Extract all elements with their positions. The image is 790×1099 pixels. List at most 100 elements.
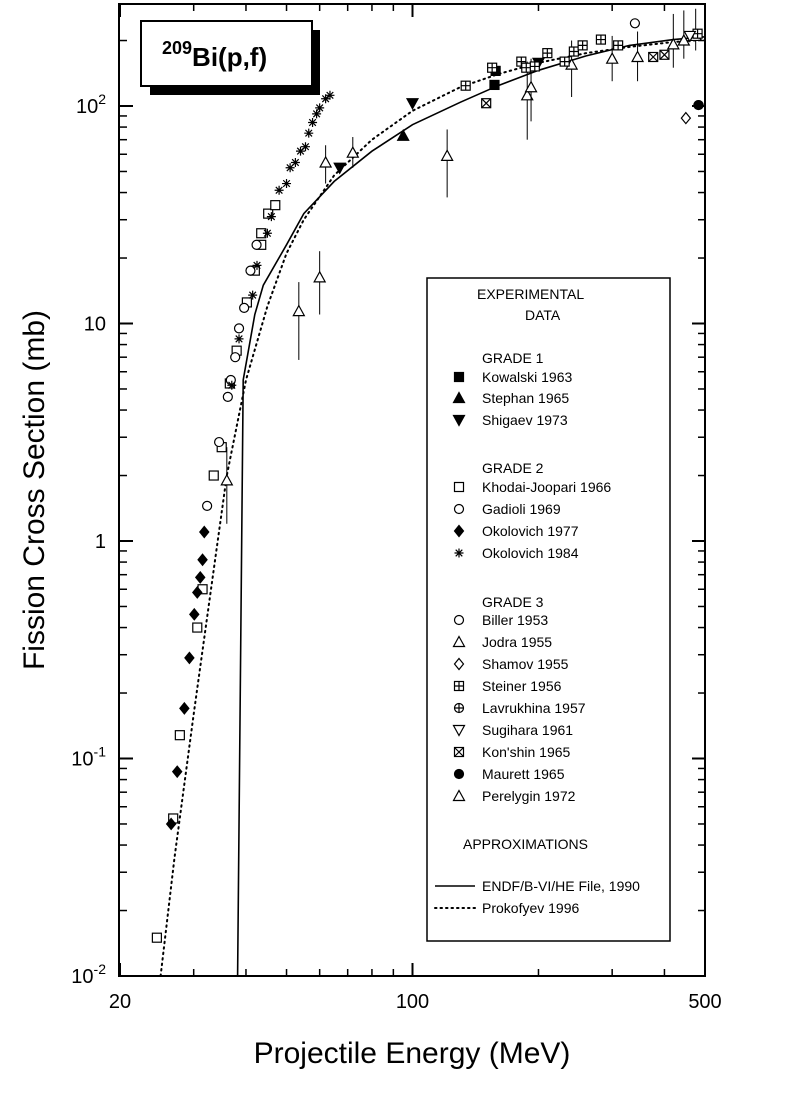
point-jodra-1955 xyxy=(292,304,306,317)
point-khodai-joopari-1966 xyxy=(270,200,281,211)
point-okolovich-1977 xyxy=(165,817,177,831)
point-steiner-1956 xyxy=(460,80,471,91)
title-frame xyxy=(140,20,313,87)
x-tick-label: 20 xyxy=(109,991,131,1013)
point-okolovich-1984 xyxy=(266,212,276,222)
point-kowalski-1963 xyxy=(489,79,500,91)
legend-grade3: GRADE 3 xyxy=(482,594,544,610)
point-steiner-1956 xyxy=(613,40,624,51)
point-okolovich-1984 xyxy=(252,260,262,270)
point-shigaev-1973 xyxy=(333,162,347,175)
y-tick-label: 1 xyxy=(95,531,106,553)
point-steiner-1956 xyxy=(542,48,553,59)
y-tick-label: 102 xyxy=(76,91,106,118)
point-gadioli-1969 xyxy=(202,500,213,512)
point-okolovich-1984 xyxy=(290,157,300,167)
legend-header-data: DATA xyxy=(525,307,561,323)
legend-marker-khodai-joopari-1966 xyxy=(453,481,465,493)
point-khodai-joopari-1966 xyxy=(151,932,162,943)
legend-label-shigaev-1973: Shigaev 1973 xyxy=(482,412,568,428)
point-okolovich-1984 xyxy=(300,142,310,152)
legend-marker-gadioli-1969 xyxy=(453,503,465,515)
legend-marker-kowalski-1963 xyxy=(453,371,465,383)
point-jodra-1955 xyxy=(524,80,538,93)
point-stephan-1965 xyxy=(396,128,410,141)
point-okolovich-1984 xyxy=(285,163,295,173)
legend-marker-maurett-1965 xyxy=(453,768,465,780)
point-jodra-1955 xyxy=(631,50,645,63)
point-jodra-1955 xyxy=(220,473,234,486)
point-gadioli-1969 xyxy=(213,436,225,448)
point-jodra-1955 xyxy=(520,88,534,101)
point-gadioli-1969 xyxy=(245,265,256,276)
point-khodai-joopari-1966 xyxy=(192,622,203,633)
point-steiner-1956 xyxy=(559,56,570,67)
point-gadioli-1969 xyxy=(233,323,245,334)
legend-frame xyxy=(426,277,671,942)
point-shigaev-1973 xyxy=(405,98,420,110)
point-okolovich-1984 xyxy=(321,94,331,104)
y-tick-label: 10 xyxy=(84,314,106,336)
y-tick-label: 10-2 xyxy=(71,961,106,988)
point-okolovich-1984 xyxy=(234,334,244,344)
chart-title-box: 209Bi(p,f) xyxy=(140,20,320,95)
point-okolovich-1984 xyxy=(296,146,306,156)
y-axis-label: Fission Cross Section (mb) xyxy=(18,310,51,670)
axis-ticks: 20 100 500 10-2 10-1 1 10 102 xyxy=(71,4,722,1013)
point-jodra-1955 xyxy=(666,37,680,50)
legend-label-lavrukhina-1957: Lavrukhina 1957 xyxy=(482,700,586,716)
legend-label-shamov-1955: Shamov 1955 xyxy=(482,656,569,672)
x-axis-label: Projectile Energy (MeV) xyxy=(254,1037,571,1070)
y-tick-label: 10-1 xyxy=(71,744,106,771)
x-tick-label: 100 xyxy=(396,991,429,1013)
point-okolovich-1984 xyxy=(325,90,335,100)
point-okolovich-1984 xyxy=(308,117,318,127)
point-okolovich-1977 xyxy=(184,651,195,665)
legend-marker-okolovich-1977 xyxy=(453,524,465,538)
data-points xyxy=(151,8,704,943)
point-okolovich-1977 xyxy=(171,765,183,779)
point-okolovich-1977 xyxy=(192,586,203,599)
point-steiner-1956 xyxy=(595,34,607,45)
point-kon-shin-1965 xyxy=(481,98,492,109)
legend-grade2: GRADE 2 xyxy=(482,460,544,476)
legend-marker-okolovich-1984 xyxy=(454,548,464,558)
chart-title: 209Bi(p,f) xyxy=(162,38,267,72)
legend-approximations: APPROXIMATIONS xyxy=(463,836,588,852)
legend-marker-shamov-1955 xyxy=(453,657,465,671)
point-gadioli-1969 xyxy=(222,391,233,402)
point-gadioli-1969 xyxy=(239,302,250,313)
legend-label-steiner-1956: Steiner 1956 xyxy=(482,678,562,694)
legend-label-kon-shin-1965: Kon'shin 1965 xyxy=(482,744,571,760)
point-okolovich-1977 xyxy=(199,525,210,539)
legend-label-endf: ENDF/B-VI/HE File, 1990 xyxy=(482,878,640,894)
point-okolovich-1984 xyxy=(227,380,237,390)
legend-marker-perelygin-1972 xyxy=(452,789,466,802)
point-okolovich-1984 xyxy=(304,128,314,138)
point-jodra-1955 xyxy=(677,33,691,46)
point-khodai-joopari-1966 xyxy=(174,730,185,741)
legend-marker-stephan-1965 xyxy=(452,391,466,404)
point-okolovich-1984 xyxy=(315,103,325,113)
legend-marker-sugihara-1961 xyxy=(452,724,466,737)
point-jodra-1955 xyxy=(319,155,333,168)
point-gadioli-1969 xyxy=(230,352,241,363)
legend-label-maurett-1965: Maurett 1965 xyxy=(482,766,565,782)
point-okolovich-1984 xyxy=(312,109,322,119)
prokofyev-curve xyxy=(159,38,706,977)
legend-label-biller-1953: Biller 1953 xyxy=(482,612,548,628)
legend-label-okolovich-1977: Okolovich 1977 xyxy=(482,523,579,539)
legend: EXPERIMENTAL DATA GRADE 1 GRADE 2 GRADE … xyxy=(426,277,671,942)
point-khodai-joopari-1966 xyxy=(208,470,219,481)
point-okolovich-1977 xyxy=(197,553,208,567)
point-jodra-1955 xyxy=(605,51,619,64)
legend-marker-steiner-1956 xyxy=(453,680,465,692)
legend-label-gadioli-1969: Gadioli 1969 xyxy=(482,501,561,517)
point-jodra-1955 xyxy=(313,270,327,283)
point-steiner-1956 xyxy=(487,62,498,73)
point-okolovich-1984 xyxy=(262,228,272,238)
point-kon-shin-1965 xyxy=(659,49,670,60)
point-okolovich-1977 xyxy=(194,570,206,584)
x-tick-label: 500 xyxy=(688,991,721,1013)
